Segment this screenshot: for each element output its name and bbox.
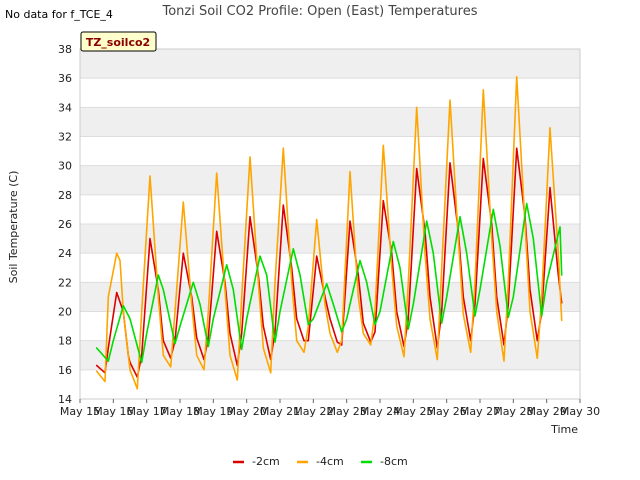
plot-band	[80, 107, 580, 137]
legend: -2cm -4cm -8cm	[233, 455, 408, 468]
y-tick-label: 18	[58, 335, 72, 348]
y-tick-label: 16	[58, 364, 72, 377]
series-line--2cm	[95, 147, 563, 378]
y-tick-label: 28	[58, 189, 72, 202]
x-tick-label: May 17	[127, 405, 167, 418]
badge-label: TZ_soilco2	[86, 36, 150, 49]
legend-label: -8cm	[380, 455, 408, 468]
y-tick-label: 36	[58, 72, 72, 85]
x-tick-label: May 18	[160, 405, 200, 418]
no-data-note: No data for f_TCE_4	[5, 8, 113, 21]
x-tick-label: May 25	[393, 405, 433, 418]
plot-band	[80, 49, 580, 79]
y-tick-label: 26	[58, 218, 72, 231]
plot-band	[80, 165, 580, 195]
x-tick-label: May 23	[327, 405, 367, 418]
y-tick-label: 24	[58, 247, 72, 260]
x-tick-label: May 26	[427, 405, 467, 418]
badge-box	[80, 31, 157, 52]
x-tick-label: May 28	[493, 405, 533, 418]
plot-frame	[79, 48, 581, 400]
y-axis-ticks: 14 16 18 20 22 24 26 28 30 32 34 36 38	[58, 43, 72, 406]
x-tick-label: May 24	[360, 405, 400, 418]
chart-title: Tonzi Soil CO2 Profile: Open (East) Temp…	[161, 4, 477, 19]
y-tick-label: 14	[58, 393, 72, 406]
series-badge: TZ_soilco2	[80, 31, 157, 52]
x-axis-label: Time	[550, 423, 578, 436]
x-tick-label: May 30	[560, 405, 600, 418]
x-tick-label: May 16	[93, 405, 133, 418]
x-tick-label: May 19	[193, 405, 233, 418]
x-tick-label: May 22	[293, 405, 333, 418]
legend-label: -4cm	[316, 455, 344, 468]
x-tick-label: May 27	[460, 405, 500, 418]
y-tick-label: 20	[58, 306, 72, 319]
x-tick-label: May 15	[60, 405, 100, 418]
legend-label: -2cm	[252, 455, 280, 468]
y-tick-label: 22	[58, 276, 72, 289]
y-tick-label: 38	[58, 43, 72, 56]
series-layer	[95, 75, 563, 390]
x-tick-label: May 20	[227, 405, 267, 418]
y-tick-label: 30	[58, 160, 72, 173]
y-axis-label: Soil Temperature (C)	[7, 171, 20, 284]
x-tick-label: May 29	[527, 405, 567, 418]
y-tick-label: 32	[58, 131, 72, 144]
series-line--4cm	[95, 75, 563, 390]
series-line--8cm	[95, 202, 563, 364]
x-tick-label: May 21	[260, 405, 300, 418]
y-tick-label: 34	[58, 101, 72, 114]
